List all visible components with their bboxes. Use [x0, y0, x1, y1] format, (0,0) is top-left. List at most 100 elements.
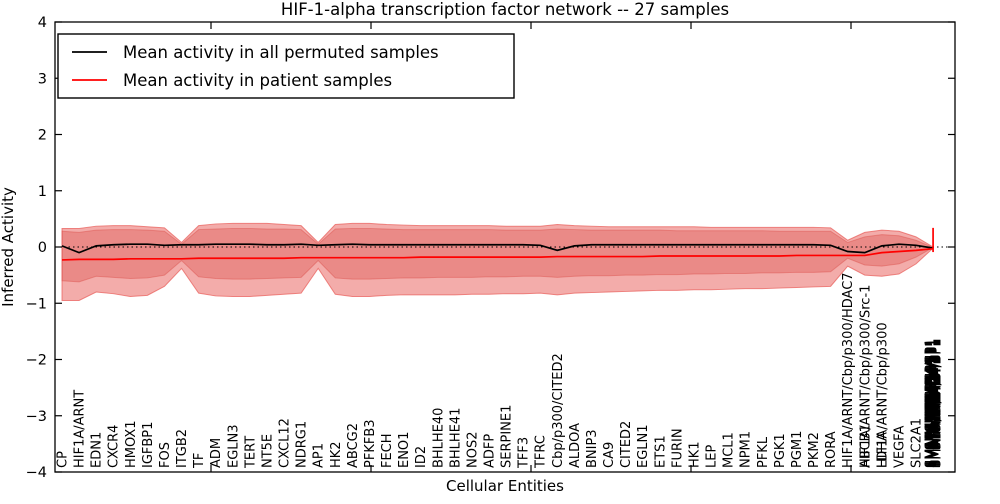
y-tick-label: −1: [26, 296, 47, 312]
x-tick-label-cluster: SMAD4/SP1: [930, 375, 945, 450]
y-tick-label: −4: [26, 465, 47, 481]
x-tick-label-cluster: SMAD4/SP1: [927, 393, 942, 468]
legend-label-permuted-samples: Mean activity in all permuted samples: [123, 43, 439, 62]
x-tick-label: ABCB1: [858, 424, 873, 468]
y-axis-label: Inferred Activity: [0, 187, 17, 307]
x-tick-label: HIF1A/ARNT/Cbp/p300/Src-1: [858, 285, 873, 468]
y-tick-label: −2: [26, 353, 47, 369]
y-tick-label: 1: [38, 184, 47, 200]
x-tick-label-cluster: SMAD4/SP1: [927, 357, 942, 432]
x-tick-label-cluster: SMAD4/SP1: [929, 339, 944, 414]
x-tick-label: HIF1A/ARNT: [73, 390, 88, 468]
x-tick-label: BNIP3: [585, 429, 600, 468]
x-tick-label-cluster: SMAD4/SP1: [926, 375, 941, 450]
x-tick-label: LEP: [705, 445, 720, 468]
x-tick-label: BHLHE40: [431, 408, 446, 468]
x-tick-label: ETS1: [653, 435, 668, 468]
y-tick-label: 3: [38, 71, 47, 87]
x-tick-label-cluster: SMAD4/SP1: [929, 357, 944, 432]
x-tick-label: FOS: [158, 442, 173, 468]
x-tick-label-cluster: SMAD4/SP1: [927, 375, 942, 450]
x-tick-label: EGLN3: [226, 424, 241, 468]
x-tick-label: HIF1A/ARNT/Cbp/p300: [875, 322, 890, 468]
x-tick-label: CXCL12: [278, 418, 293, 468]
x-tick-label: SERPINE1: [500, 405, 515, 468]
x-tick-label: BHLHE41: [448, 408, 463, 468]
x-tick-label: NPM1: [739, 431, 754, 468]
x-tick-label: SLC2A1: [910, 418, 925, 468]
x-tick-label-cluster: SMAD4/SP1: [928, 375, 943, 450]
x-tick-label: TFRC: [534, 435, 549, 469]
x-tick-label: IGFBP1: [141, 422, 156, 468]
legend: Mean activity in all permuted samples Me…: [57, 33, 515, 99]
x-tick-label: PGM1: [790, 431, 805, 468]
chart-title: HIF-1-alpha transcription factor network…: [281, 0, 729, 19]
x-tick-label: ID2: [414, 446, 429, 468]
x-tick-label-cluster: SMAD4/SP1: [926, 357, 941, 432]
x-tick-label: PFKL: [756, 436, 771, 468]
x-tick-label-cluster: SMAD4/SP1: [927, 339, 942, 414]
x-tick-label: HMOX1: [124, 420, 139, 468]
x-tick-label: PKM2: [807, 432, 822, 468]
x-tick-label-cluster: SMAD4/SP1: [930, 393, 945, 468]
x-tick-label: VEGFA: [892, 426, 907, 468]
x-tick-label: ITGB2: [175, 429, 190, 468]
x-tick-label: NT5E: [260, 434, 275, 468]
x-tick-label: HK1: [687, 441, 702, 468]
x-tick-label-cluster: SMAD4/SP1: [929, 375, 944, 450]
x-tick-label: FURIN: [670, 428, 685, 468]
x-tick-label-cluster: SMAD4/SP1: [924, 375, 939, 450]
x-tick-label: FECH: [380, 433, 395, 468]
permuted-mean-line: [61, 243, 934, 254]
x-tick-label-cluster: SMAD4/SP1: [926, 393, 941, 468]
x-axis-label: Cellular Entities: [446, 477, 564, 495]
x-tick-label: CP: [56, 451, 71, 468]
patient-mean-line: [61, 247, 934, 261]
x-tick-label-cluster: SMAD4/SP1: [925, 393, 940, 468]
x-tick-label-cluster: SMAD4/SP1: [926, 339, 941, 414]
y-tick-label: 0: [38, 240, 47, 256]
x-tick-label: ALDOA: [568, 423, 583, 468]
x-tick-label-cluster: SMAD4/SP1: [924, 357, 939, 432]
x-tick-label: TERT: [243, 436, 258, 469]
x-tick-label: EGLN1: [636, 424, 651, 468]
x-tick-label: ENO1: [397, 432, 412, 468]
x-tick-label: NOS2: [465, 432, 480, 468]
x-tick-label-cluster: SMAD4/SP1: [924, 393, 939, 468]
y-tick-label: 2: [38, 128, 47, 144]
x-tick-label: PGK1: [773, 433, 788, 468]
x-tick-label-cluster: SMAD4/SP1: [928, 393, 943, 468]
x-tick-label-cluster: SMAD4/SP1: [928, 357, 943, 432]
x-tick-label: ABCG2: [346, 423, 361, 468]
x-tick-label-cluster: SMAD4/SP1: [925, 357, 940, 432]
legend-box: [57, 33, 515, 99]
x-tick-label-cluster: SMAD4/SP1: [924, 339, 939, 414]
x-tick-label-cluster: SMAD4/SP1: [929, 393, 944, 468]
x-tick-label: HIF1A/ARNT/Cbp/p300/HDAC7: [841, 272, 856, 468]
x-tick-label: CXCR4: [107, 425, 122, 468]
y-tick-label: 4: [38, 15, 47, 31]
x-tick-label: CA9: [602, 442, 617, 468]
x-tick-label: TF: [192, 453, 207, 469]
x-tick-label: CITED2: [619, 421, 634, 468]
confidence-band-inner: [61, 227, 935, 283]
x-tick-label-cluster: SMAD4/SP1: [930, 357, 945, 432]
x-tick-label-cluster: SMAD4/SP1: [928, 339, 943, 414]
x-tick-label: MCL1: [722, 432, 737, 468]
legend-label-patient-samples: Mean activity in patient samples: [123, 71, 392, 90]
x-tick-label: HK2: [329, 441, 344, 468]
x-tick-label: LDHA: [875, 432, 890, 468]
x-tick-label: TFF3: [517, 437, 532, 469]
x-tick-label: NDRG1: [295, 421, 310, 468]
x-tick-label-cluster: SMAD4/SP1: [925, 375, 940, 450]
x-tick-label: ADFP: [483, 434, 498, 468]
x-tick-label: ADM: [209, 438, 224, 468]
x-tick-label-cluster: SMAD4/SP1: [930, 339, 945, 414]
y-tick-label: −3: [26, 409, 47, 425]
x-tick-label: EDN1: [90, 432, 105, 468]
x-tick-label: RORA: [824, 431, 839, 468]
x-tick-label: AP1: [312, 443, 327, 468]
